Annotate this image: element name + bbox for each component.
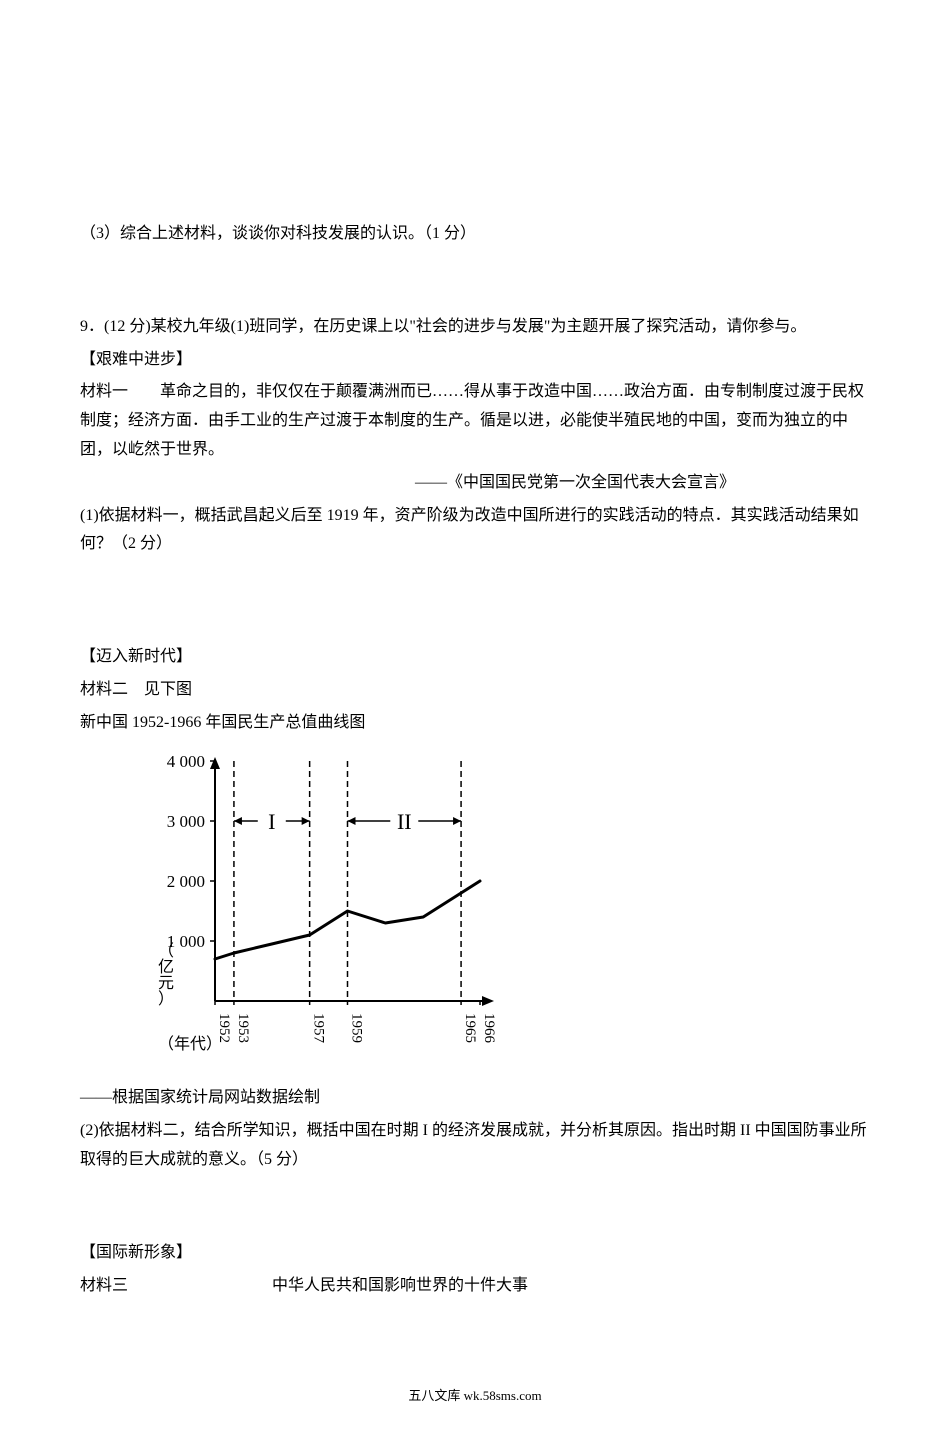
material-3-title: 中华人民共和国影响世界的十件大事 [272,1277,528,1294]
spacer [80,1179,870,1239]
material-2-chart-title: 新中国 1952-1966 年国民生产总值曲线图 [80,709,870,738]
gdp-line-chart: 1 0002 0003 0004 00019521953195719591965… [140,746,500,1066]
section-hardship-title: 【艰难中进步】 [80,346,870,375]
svg-text:）: ） [158,990,174,1008]
material-3-spacing [128,1277,272,1294]
page-footer: 五八文库 wk.58sms.com [80,1304,870,1407]
svg-text:3 000: 3 000 [167,812,205,831]
svg-text:2 000: 2 000 [167,872,205,891]
material-1-text: 革命之目的，非仅仅在于颠覆满洲而已……得从事于改造中国……政治方面．由专制制度过… [80,383,864,458]
svg-text:1965: 1965 [462,1013,478,1043]
svg-text:（: （ [158,942,174,960]
material-1-block: 材料一 革命之目的，非仅仅在于颠覆满洲而已……得从事于改造中国……政治方面．由专… [80,378,870,464]
question-8-part3: （3）综合上述材料，谈谈你对科技发展的认识。（1 分） [80,220,870,249]
material-1-spacing [128,383,160,400]
spacer [80,563,870,623]
svg-text:II: II [397,809,412,834]
question-9-part1: (1)依据材料一，概括武昌起义后至 1919 年，资产阶级为改造中国所进行的实践… [80,502,870,560]
svg-text:（年代）: （年代） [158,1035,222,1053]
material-1-label: 材料一 [80,383,128,400]
page-content: （3）综合上述材料，谈谈你对科技发展的认识。（1 分） 9．(12 分)某校九年… [0,0,950,1448]
spacer [80,623,870,643]
svg-text:1959: 1959 [349,1013,365,1043]
svg-text:4 000: 4 000 [167,752,205,771]
svg-text:1966: 1966 [481,1013,497,1044]
svg-text:1957: 1957 [311,1013,327,1044]
svg-text:亿: 亿 [158,958,174,976]
material-3-label: 材料三 [80,1277,128,1294]
section-intl-title: 【国际新形象】 [80,1239,870,1268]
material-1-source: ——《中国国民党第一次全国代表大会宣言》 [80,469,870,498]
spacer [80,253,870,313]
svg-text:元: 元 [158,975,174,992]
material-2-source: ——根据国家统计局网站数据绘制 [80,1084,870,1113]
gdp-chart-container: 1 0002 0003 0004 00019521953195719591965… [140,746,870,1077]
question-9-part2: (2)依据材料二，结合所学知识，概括中国在时期 I 的经济发展成就，并分析其原因… [80,1117,870,1175]
question-9-intro: 9．(12 分)某校九年级(1)班同学，在历史课上以"社会的进步与发展"为主题开… [80,313,870,342]
material-3-block: 材料三 中华人民共和国影响世界的十件大事 [80,1272,870,1301]
section-newera-title: 【迈入新时代】 [80,643,870,672]
svg-text:1953: 1953 [235,1013,251,1043]
material-2-label: 材料二 见下图 [80,676,870,705]
svg-text:I: I [268,809,275,834]
